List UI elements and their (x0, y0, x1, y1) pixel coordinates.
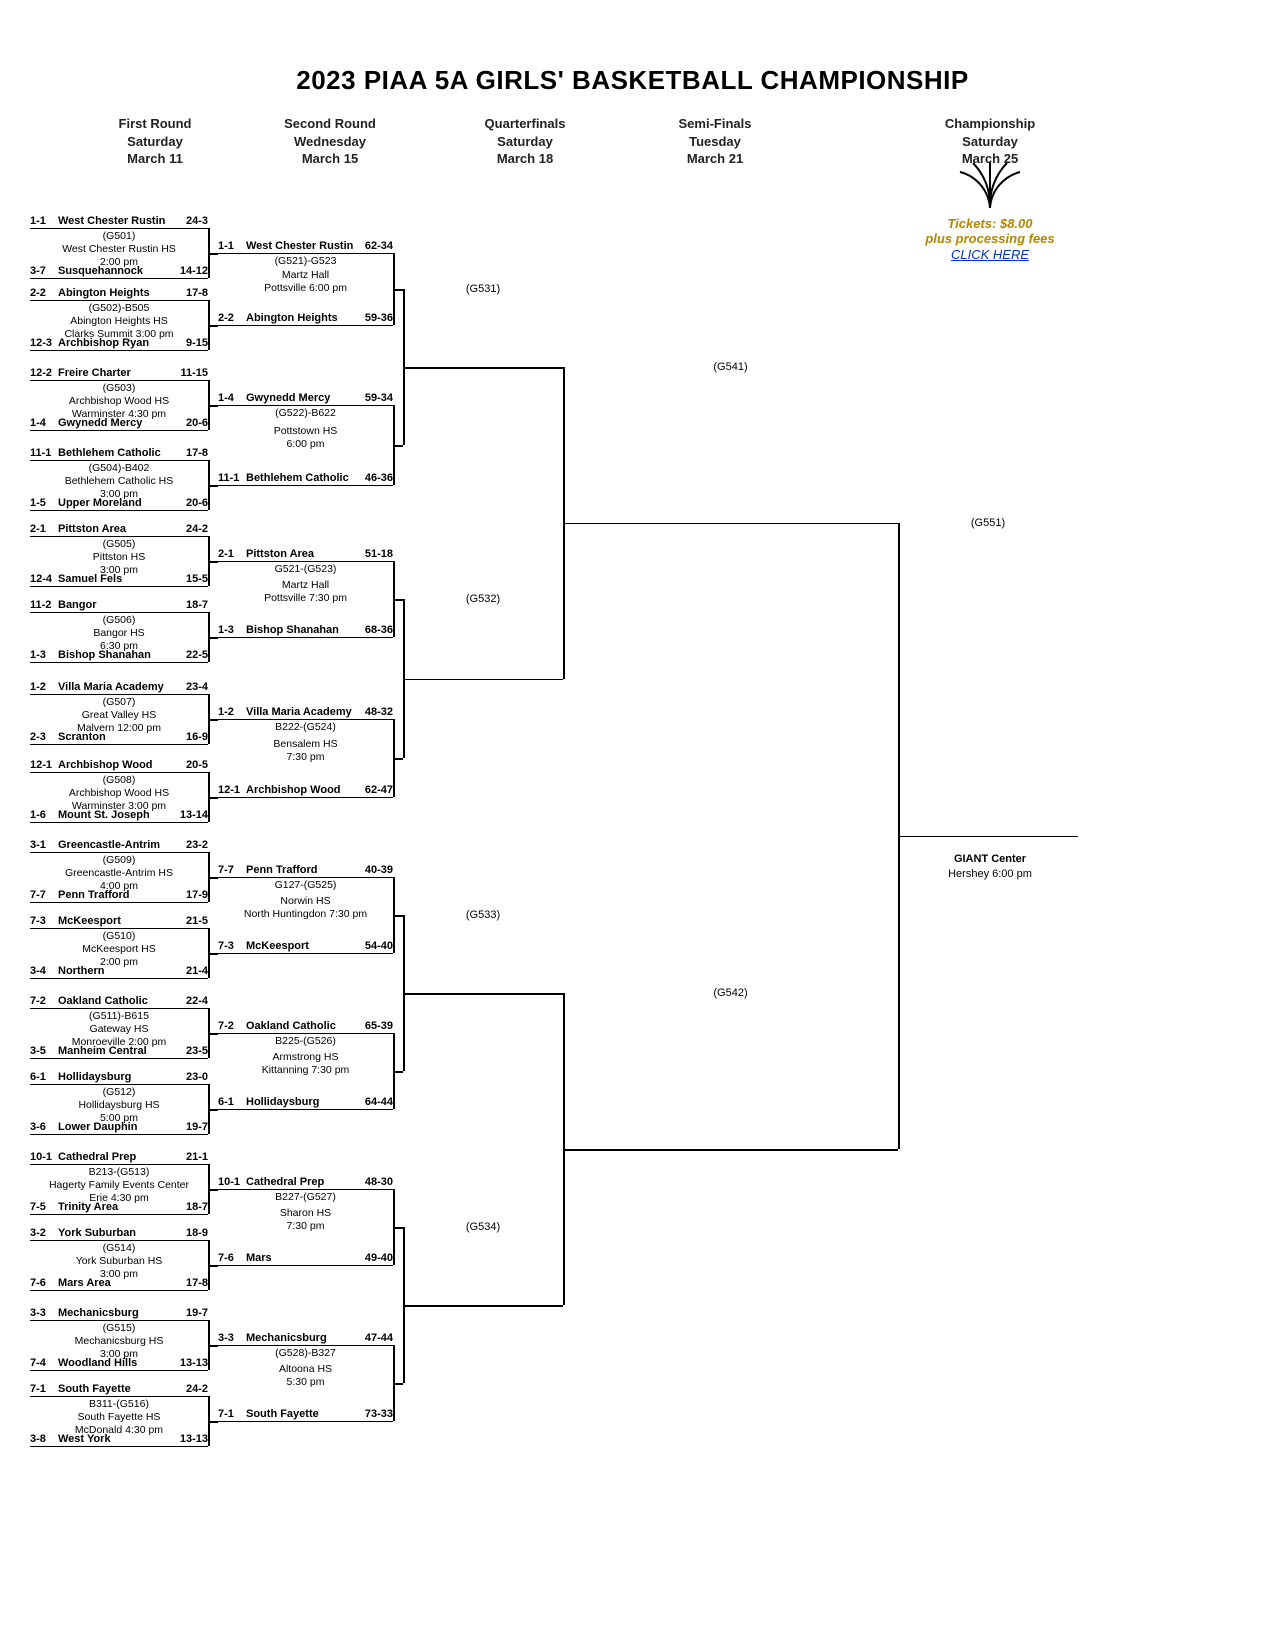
team-line: 3-4Northern21-4 (30, 964, 208, 979)
game-site: Bensalem HS7:30 pm (218, 738, 393, 764)
team-line: 7-1South Fayette24-2 (30, 1382, 208, 1397)
round-header: First RoundSaturdayMarch 11 (80, 115, 230, 168)
team-line: 1-2Villa Maria Academy48-32 (218, 705, 393, 720)
team-line: 2-3Scranton16-9 (30, 730, 208, 745)
team-line: 2-2Abington Heights59-36 (218, 311, 393, 326)
game-code: (G542) (573, 987, 888, 999)
team-line: 3-7Susquehannock14-12 (30, 264, 208, 279)
team-line: 11-1Bethlehem Catholic17-8 (30, 446, 208, 461)
game-code: B227-(G527) (218, 1191, 393, 1204)
team-line: 2-1Pittston Area24-2 (30, 522, 208, 537)
game-code: (G541) (573, 361, 888, 373)
team-line: 1-1West Chester Rustin62-34 (218, 239, 393, 254)
team-line: 11-2Bangor18-7 (30, 598, 208, 613)
game-site: Altoona HS5:30 pm (218, 1363, 393, 1389)
game-code: (G528)-B327 (218, 1347, 393, 1360)
team-line: 3-1Greencastle-Antrim23-2 (30, 838, 208, 853)
team-line: 7-6Mars49-40 (218, 1251, 393, 1266)
page-title: 2023 PIAA 5A GIRLS' BASKETBALL CHAMPIONS… (0, 65, 1265, 96)
team-line: 6-1Hollidaysburg23-0 (30, 1070, 208, 1085)
game-site: Sharon HS7:30 pm (218, 1207, 393, 1233)
game-site: Martz HallPottsville 7:30 pm (218, 579, 393, 605)
team-line: 11-1Bethlehem Catholic46-36 (218, 471, 393, 486)
game-code: (G532) (413, 593, 553, 605)
game-code: (G534) (413, 1221, 553, 1233)
game-site: Armstrong HSKittanning 7:30 pm (218, 1051, 393, 1077)
ticket-box: Tickets: $8.00 plus processing fees CLIC… (900, 160, 1080, 264)
ticket-price: Tickets: $8.00 (900, 216, 1080, 231)
game-site: Martz HallPottsville 6:00 pm (218, 269, 393, 295)
team-line: 1-3Bishop Shanahan68-36 (218, 623, 393, 638)
team-line: 1-2Villa Maria Academy23-4 (30, 680, 208, 695)
team-line: 1-5Upper Moreland20-6 (30, 496, 208, 511)
game-site: Pottstown HS6:00 pm (218, 425, 393, 451)
team-line: 12-3Archbishop Ryan9-15 (30, 336, 208, 351)
round-header: Semi-FinalsTuesdayMarch 21 (640, 115, 790, 168)
basketball-icon (955, 160, 1025, 210)
team-line: 1-6Mount St. Joseph13-14 (30, 808, 208, 823)
team-line: 1-4Gwynedd Mercy20-6 (30, 416, 208, 431)
team-line: 6-1Hollidaysburg64-44 (218, 1095, 393, 1110)
team-line: 3-3Mechanicsburg19-7 (30, 1306, 208, 1321)
game-code: B225-(G526) (218, 1035, 393, 1048)
ticket-link[interactable]: CLICK HERE (951, 247, 1029, 262)
game-code: (G522)-B622 (218, 407, 393, 420)
game-code: (G551) (908, 517, 1068, 529)
team-line: 3-5Manheim Central23-5 (30, 1044, 208, 1059)
team-line: 2-1Pittston Area51-18 (218, 547, 393, 562)
team-line: 7-4Woodland Hills13-13 (30, 1356, 208, 1371)
team-line: 10-1Cathedral Prep21-1 (30, 1150, 208, 1165)
team-line: 7-7Penn Trafford17-9 (30, 888, 208, 903)
team-line: 7-2Oakland Catholic65-39 (218, 1019, 393, 1034)
team-line: 3-3Mechanicsburg47-44 (218, 1331, 393, 1346)
final-site: GIANT CenterHershey 6:00 pm (900, 852, 1080, 882)
round-header: QuarterfinalsSaturdayMarch 18 (450, 115, 600, 168)
team-line: 1-1West Chester Rustin24-3 (30, 214, 208, 229)
ticket-fees: plus processing fees (900, 231, 1080, 246)
team-line: 7-6Mars Area17-8 (30, 1276, 208, 1291)
team-line: 1-3Bishop Shanahan22-5 (30, 648, 208, 663)
team-line: 12-1Archbishop Wood62-47 (218, 783, 393, 798)
team-line: 1-4Gwynedd Mercy59-34 (218, 391, 393, 406)
team-line: 7-3McKeesport54-40 (218, 939, 393, 954)
team-line: 7-5Trinity Area18-7 (30, 1200, 208, 1215)
team-line: 10-1Cathedral Prep48-30 (218, 1175, 393, 1190)
team-line: 7-7Penn Trafford40-39 (218, 863, 393, 878)
game-site: Norwin HSNorth Huntingdon 7:30 pm (218, 895, 393, 921)
round-header: Second RoundWednesdayMarch 15 (255, 115, 405, 168)
team-line: 12-2Freire Charter11-15 (30, 366, 208, 381)
team-line: 12-4Samuel Fels15-5 (30, 572, 208, 587)
team-line: 3-8West York13-13 (30, 1432, 208, 1447)
team-line: 3-6Lower Dauphin19-7 (30, 1120, 208, 1135)
game-code: (G533) (413, 909, 553, 921)
team-line: 7-3McKeesport21-5 (30, 914, 208, 929)
team-line: 7-2Oakland Catholic22-4 (30, 994, 208, 1009)
team-line: 12-1Archbishop Wood20-5 (30, 758, 208, 773)
game-code: (G521)-G523 (218, 255, 393, 268)
game-code: (G531) (413, 283, 553, 295)
game-code: B222-(G524) (218, 721, 393, 734)
game-code: G127-(G525) (218, 879, 393, 892)
team-line: 7-1South Fayette73-33 (218, 1407, 393, 1422)
team-line: 2-2Abington Heights17-8 (30, 286, 208, 301)
team-line: 3-2York Suburban18-9 (30, 1226, 208, 1241)
game-code: G521-(G523) (218, 563, 393, 576)
